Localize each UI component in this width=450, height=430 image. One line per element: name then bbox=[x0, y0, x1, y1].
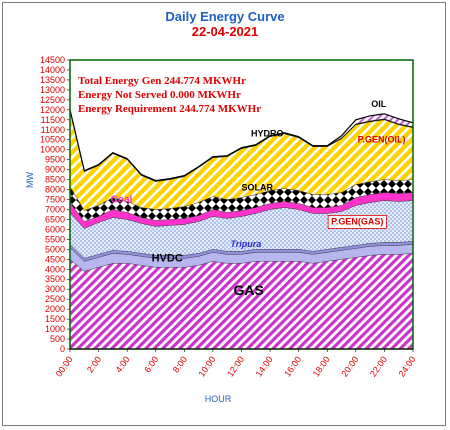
x-tick-label: 14:00 bbox=[254, 354, 275, 378]
y-tick-label: 5000 bbox=[45, 244, 65, 254]
x-tick-label: 00:00 bbox=[54, 354, 75, 378]
x-tick-label: 18:00 bbox=[311, 354, 332, 378]
y-tick-label: 7000 bbox=[45, 204, 65, 214]
y-tick-label: 14000 bbox=[40, 65, 65, 75]
y-axis: 0500100015002000250030003500400045005000… bbox=[25, 55, 71, 354]
y-tick-label: 3000 bbox=[45, 284, 65, 294]
x-tick-label: 8:00 bbox=[171, 354, 189, 374]
energy-annotations: Total Energy Gen 244.774 MKWHr Energy Not… bbox=[78, 75, 261, 115]
series-label-oil: OIL bbox=[371, 99, 387, 109]
y-tick-label: 11500 bbox=[41, 115, 65, 125]
x-tick-label: 10:00 bbox=[196, 354, 217, 378]
y-tick-label: 2000 bbox=[45, 304, 65, 314]
y-tick-label: 2500 bbox=[45, 294, 65, 304]
y-tick-label: 4000 bbox=[45, 264, 65, 274]
x-tick-label: 22:00 bbox=[368, 354, 389, 378]
y-tick-label: 9000 bbox=[45, 165, 65, 175]
series-label-coal: Coal bbox=[111, 195, 133, 206]
y-tick-label: 8000 bbox=[45, 185, 65, 195]
y-tick-label: 14500 bbox=[40, 55, 65, 65]
series-label-hvdc: HVDC bbox=[152, 252, 183, 264]
area-gas bbox=[69, 253, 414, 350]
y-tick-label: 7500 bbox=[45, 195, 65, 205]
x-tick-label: 4:00 bbox=[114, 354, 132, 374]
annotation-line: Total Energy Gen 244.774 MKWHr bbox=[78, 75, 246, 87]
x-axis-label: HOUR bbox=[205, 394, 232, 404]
y-tick-label: 13000 bbox=[40, 85, 65, 95]
y-tick-label: 8500 bbox=[45, 175, 65, 185]
y-tick-label: 500 bbox=[50, 334, 65, 344]
annotation-line: Energy Requirement 244.774 MKWHr bbox=[78, 103, 261, 115]
y-tick-label: 13500 bbox=[40, 75, 65, 85]
label-box-p-gen-gas bbox=[327, 215, 387, 229]
stacked-areas bbox=[69, 109, 414, 350]
y-tick-label: 1500 bbox=[45, 314, 65, 324]
y-tick-label: 3500 bbox=[45, 274, 65, 284]
total-demand-line bbox=[69, 109, 414, 182]
x-tick-label: 24:00 bbox=[397, 354, 418, 378]
y-tick-label: 5500 bbox=[45, 234, 65, 244]
x-tick-label: 12:00 bbox=[225, 354, 246, 378]
annotation-line: Energy Not Served 0.000 MKWHr bbox=[78, 89, 241, 101]
y-tick-label: 10500 bbox=[40, 135, 65, 145]
y-tick-label: 12500 bbox=[40, 95, 65, 105]
series-label-p-gen-gas: P.GEN(GAS) bbox=[331, 216, 383, 226]
y-tick-label: 12000 bbox=[40, 105, 65, 115]
y-tick-label: 10000 bbox=[40, 145, 65, 155]
series-label-gas: GAS bbox=[233, 282, 263, 298]
chart-title: Daily Energy Curve bbox=[165, 9, 285, 24]
x-tick-label: 2:00 bbox=[85, 354, 103, 374]
x-tick-label: 20:00 bbox=[339, 354, 360, 378]
chart-subtitle: 22-04-2021 bbox=[191, 24, 259, 39]
series-label-hydro: HYDRO bbox=[251, 129, 284, 139]
y-tick-label: 1000 bbox=[45, 324, 65, 334]
y-tick-label: 6000 bbox=[45, 224, 65, 234]
y-tick-label: 0 bbox=[60, 344, 65, 354]
y-tick-label: 6500 bbox=[45, 214, 65, 224]
x-tick-label: 16:00 bbox=[282, 354, 303, 378]
y-tick-label: 11000 bbox=[41, 125, 65, 135]
series-label-p-gen-oil: P.GEN(OIL) bbox=[358, 135, 406, 145]
y-tick-label: 4500 bbox=[45, 254, 65, 264]
series-label-solar: SOLAR bbox=[241, 183, 273, 193]
series-labels: GAS HVDC Tripura P.GEN(GAS) Coal SOLAR P.GEN(O… bbox=[111, 99, 406, 298]
x-tick-label: 6:00 bbox=[142, 354, 160, 374]
series-label-tripura: Tripura bbox=[230, 239, 261, 249]
y-tick-label: 9500 bbox=[45, 155, 65, 165]
x-axis: 00:00 2:00 4:00 6:00 8:00 10:00 12:00 14:00 16:0… bbox=[54, 348, 418, 404]
y-axis-label: MW bbox=[25, 172, 35, 188]
chart-frame bbox=[2, 2, 446, 426]
